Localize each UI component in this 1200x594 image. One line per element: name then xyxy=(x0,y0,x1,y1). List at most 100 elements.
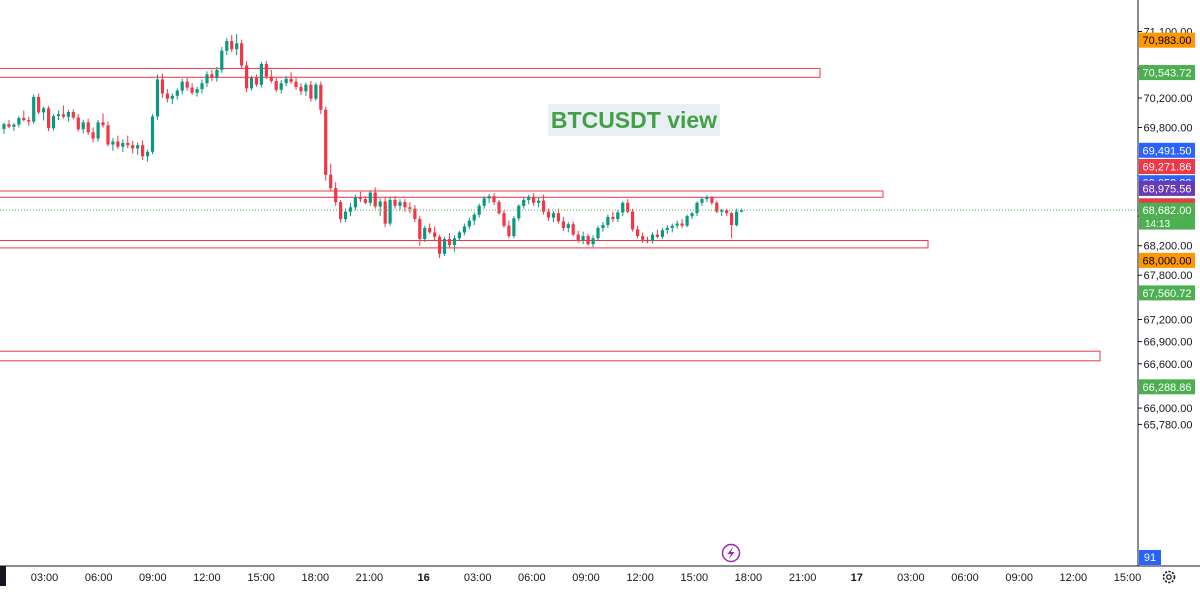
candle xyxy=(116,135,120,149)
x-tick-label: 21:00 xyxy=(356,572,384,584)
candle xyxy=(675,220,679,229)
candle xyxy=(581,231,585,245)
price-label: 70,983.00 xyxy=(1139,32,1195,48)
x-tick-label: 18:00 xyxy=(302,572,330,584)
candle xyxy=(329,163,333,191)
candle xyxy=(532,193,536,206)
lightning-icon[interactable] xyxy=(721,543,741,563)
settings-gear-icon[interactable] xyxy=(1162,570,1176,584)
candle xyxy=(512,216,516,239)
y-tick-label: 67,200.00 xyxy=(1144,315,1193,327)
candle xyxy=(442,236,447,256)
candle xyxy=(220,47,224,73)
x-tick-label: 06:00 xyxy=(951,572,979,584)
candle xyxy=(655,229,659,239)
annotation-background xyxy=(548,104,720,136)
candle xyxy=(487,194,491,203)
candle xyxy=(81,119,85,134)
candle xyxy=(259,61,263,88)
candle xyxy=(111,138,115,151)
price-label-text: 68,682.00 xyxy=(1143,205,1192,217)
x-tick-label: 18:00 xyxy=(735,572,763,584)
candle xyxy=(101,113,105,128)
candle xyxy=(522,197,526,209)
annotation-text: BTCUSDT view xyxy=(551,107,717,133)
candle xyxy=(477,203,481,218)
y-tick-label: 70,200.00 xyxy=(1144,93,1193,105)
candle xyxy=(561,216,565,231)
candle xyxy=(240,39,244,69)
zone-box-4[interactable] xyxy=(0,350,1101,362)
price-label: 69,491.50 xyxy=(1139,142,1195,158)
zone-box-2[interactable] xyxy=(0,190,884,198)
candle xyxy=(631,208,635,232)
price-label-text: 67,560.72 xyxy=(1143,288,1192,300)
candle xyxy=(571,221,575,237)
candle xyxy=(47,106,51,132)
candle xyxy=(175,88,179,100)
candle xyxy=(418,216,422,246)
price-label-text: 68,975.56 xyxy=(1143,183,1192,195)
candle xyxy=(383,196,387,228)
candle xyxy=(433,226,437,241)
candle xyxy=(621,201,625,217)
time-axis[interactable]: 03:00 06:00 09:00 12:00 15:00 18:00 21:00 16 03:… xyxy=(31,572,1142,584)
candle xyxy=(56,110,61,121)
x-tick-label: 06:00 xyxy=(518,572,546,584)
candle xyxy=(334,182,338,206)
candle xyxy=(131,140,135,154)
candle xyxy=(388,196,392,226)
candle xyxy=(660,227,664,239)
candles-layer xyxy=(2,34,744,259)
x-tick-label: 03:00 xyxy=(31,572,59,584)
candle xyxy=(170,93,174,104)
candle xyxy=(695,201,699,217)
price-label: 70,543.72 xyxy=(1139,65,1195,81)
candle xyxy=(457,230,461,242)
zone-box-1[interactable] xyxy=(0,67,821,78)
candle xyxy=(96,120,100,142)
candle xyxy=(37,93,41,115)
zone-box-3[interactable] xyxy=(0,240,929,249)
candle xyxy=(27,116,31,126)
candle xyxy=(348,202,353,217)
candle xyxy=(91,127,95,143)
x-tick-label: 15:00 xyxy=(1114,572,1142,584)
candle xyxy=(393,196,397,209)
candle xyxy=(591,235,595,248)
candle xyxy=(289,72,293,84)
candle xyxy=(200,79,204,94)
candle xyxy=(51,114,56,131)
candle xyxy=(121,139,125,152)
candle xyxy=(690,211,694,220)
candle xyxy=(452,235,456,252)
candle xyxy=(86,118,90,135)
x-tick-label: 12:00 xyxy=(1060,572,1088,584)
candle xyxy=(492,193,496,205)
candle xyxy=(636,225,640,239)
bottom-badge: 91 xyxy=(1139,550,1161,565)
candle xyxy=(700,196,704,206)
candle xyxy=(398,199,402,211)
candle xyxy=(428,223,432,234)
candle xyxy=(517,204,521,221)
candle xyxy=(12,123,16,131)
candle xyxy=(413,205,417,222)
candle xyxy=(304,82,308,96)
candle xyxy=(497,199,501,215)
candle xyxy=(596,225,600,241)
candle xyxy=(606,214,610,228)
scroll-handle[interactable] xyxy=(0,566,6,586)
candle xyxy=(551,211,556,222)
candle xyxy=(274,78,278,93)
candle xyxy=(155,74,160,121)
candle xyxy=(254,74,259,87)
countdown-badge xyxy=(1139,217,1195,230)
candle xyxy=(225,38,229,56)
candle xyxy=(368,190,372,206)
candle xyxy=(146,149,150,162)
candle xyxy=(264,61,268,79)
price-label: 68,975.56 xyxy=(1139,180,1195,196)
candle xyxy=(720,208,724,217)
